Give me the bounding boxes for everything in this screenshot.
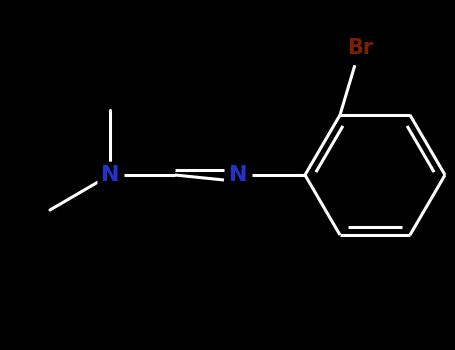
Text: Br: Br bbox=[347, 38, 373, 58]
Text: N: N bbox=[101, 165, 119, 185]
Text: N: N bbox=[229, 165, 247, 185]
